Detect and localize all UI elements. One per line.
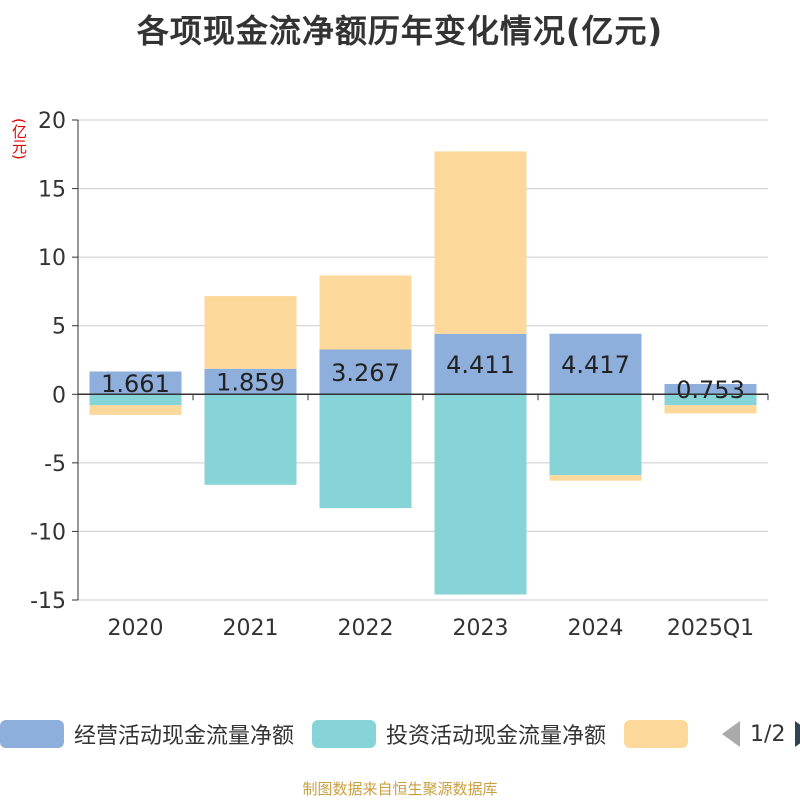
- bar-financing: [549, 475, 642, 481]
- legend-swatch-investing: [312, 720, 377, 748]
- y-tick-label: 20: [38, 109, 66, 134]
- x-tick-label: 2020: [108, 616, 164, 641]
- bar-financing: [434, 151, 527, 334]
- bar-operating: [204, 368, 297, 395]
- bar-chart: 20 15 10 5 0 -5 -10 -15 1.661 1.859 3.267 4.411 4.41…: [30, 109, 769, 641]
- bar-investing: [89, 394, 182, 406]
- y-tick-label: 10: [38, 246, 66, 271]
- bar-operating: [549, 333, 642, 395]
- bar-operating: [434, 333, 527, 395]
- source-footer: 制图数据来自恒生聚源数据库: [302, 780, 498, 798]
- legend-label-investing: 投资活动现金流量净额: [386, 724, 607, 749]
- legend-item-operating[interactable]: 经营活动现金流量净额: [0, 718, 294, 750]
- data-label: 3.267: [331, 359, 400, 387]
- data-label: 1.859: [216, 369, 285, 397]
- bar-financing: [89, 405, 182, 415]
- bar-financing: [664, 405, 757, 414]
- legend-next-page-icon[interactable]: [795, 721, 800, 747]
- bar-investing: [664, 394, 757, 406]
- y-tick-label: -15: [30, 589, 66, 614]
- legend-item-investing[interactable]: 投资活动现金流量净额: [312, 718, 606, 750]
- data-label: 4.417: [561, 351, 630, 379]
- legend-swatch-financing: [624, 720, 689, 748]
- legend-swatch-operating: [0, 720, 64, 748]
- data-label: 1.661: [101, 370, 170, 398]
- legend-prev-page-icon[interactable]: [722, 721, 741, 747]
- legend-label-operating: 经营活动现金流量净额: [74, 724, 295, 749]
- legend-page-indicator: 1/2: [750, 721, 786, 747]
- data-label: 4.411: [446, 351, 515, 379]
- bar-investing: [434, 394, 527, 595]
- data-label: 0.753: [676, 376, 745, 404]
- bar-investing: [204, 394, 297, 485]
- bar-operating: [319, 349, 412, 395]
- y-tick-label: -10: [30, 520, 66, 545]
- x-tick-label: 2025Q1: [667, 616, 754, 641]
- x-tick-label: 2023: [453, 616, 509, 641]
- bar-operating: [664, 383, 757, 395]
- bar-operating: [89, 371, 182, 395]
- bar-investing: [319, 394, 412, 509]
- bar-investing: [549, 394, 642, 476]
- y-tick-label: -5: [44, 452, 66, 477]
- x-tick-label: 2022: [338, 616, 394, 641]
- legend-pager: 1/2: [722, 721, 800, 747]
- y-tick-label: 15: [38, 178, 66, 203]
- chart-title: 各项现金流净额历年变化情况(亿元): [136, 12, 664, 50]
- legend: 经营活动现金流量净额 投资活动现金流量净额 1/2: [0, 716, 800, 752]
- y-axis-unit-label: (亿元): [10, 118, 28, 160]
- legend-item-financing[interactable]: [624, 720, 698, 748]
- x-tick-label: 2021: [223, 616, 279, 641]
- bar-financing: [319, 275, 412, 350]
- bar-financing: [204, 296, 297, 369]
- y-tick-label: 0: [52, 383, 66, 408]
- y-tick-label: 5: [52, 315, 66, 340]
- x-tick-label: 2024: [568, 616, 624, 641]
